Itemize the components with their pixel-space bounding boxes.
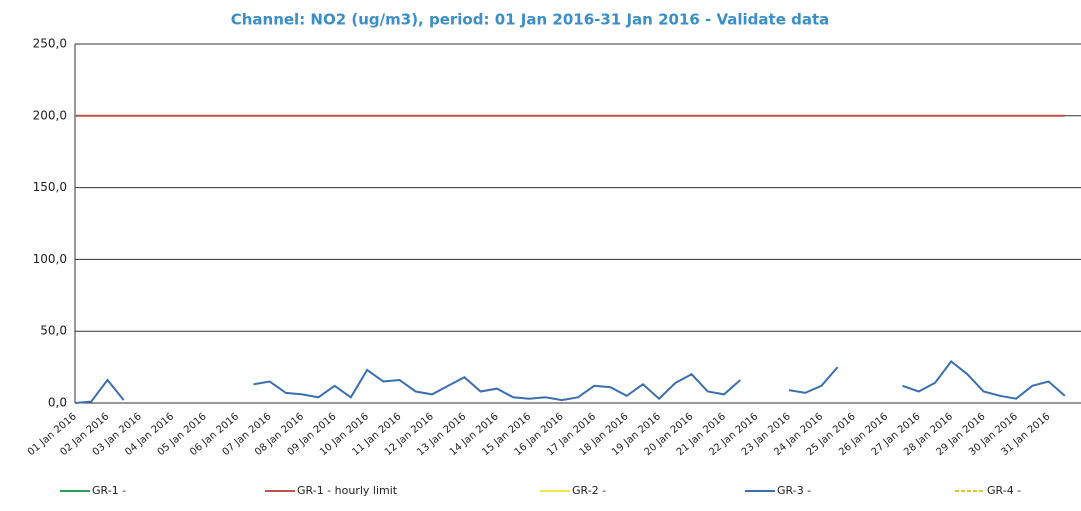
series-line — [253, 368, 741, 402]
y-tick-label: 200,0 — [33, 108, 67, 122]
chart-title: Channel: NO2 (ug/m3), period: 01 Jan 201… — [231, 11, 830, 29]
legend-label: GR-3 - — [777, 484, 811, 497]
y-tick-label: 0,0 — [48, 396, 67, 410]
series-line — [74, 378, 125, 404]
series-line — [788, 366, 839, 394]
legend-label: GR-2 - — [572, 484, 606, 497]
legend-label: GR-4 - — [987, 484, 1021, 497]
legend-label: GR-1 - hourly limit — [297, 484, 398, 497]
y-tick-label: 100,0 — [33, 252, 67, 266]
y-tick-label: 150,0 — [33, 180, 67, 194]
legend-label: GR-1 - — [92, 484, 126, 497]
series-line — [902, 359, 1066, 400]
y-tick-label: 250,0 — [33, 37, 67, 51]
y-tick-label: 50,0 — [40, 324, 67, 338]
